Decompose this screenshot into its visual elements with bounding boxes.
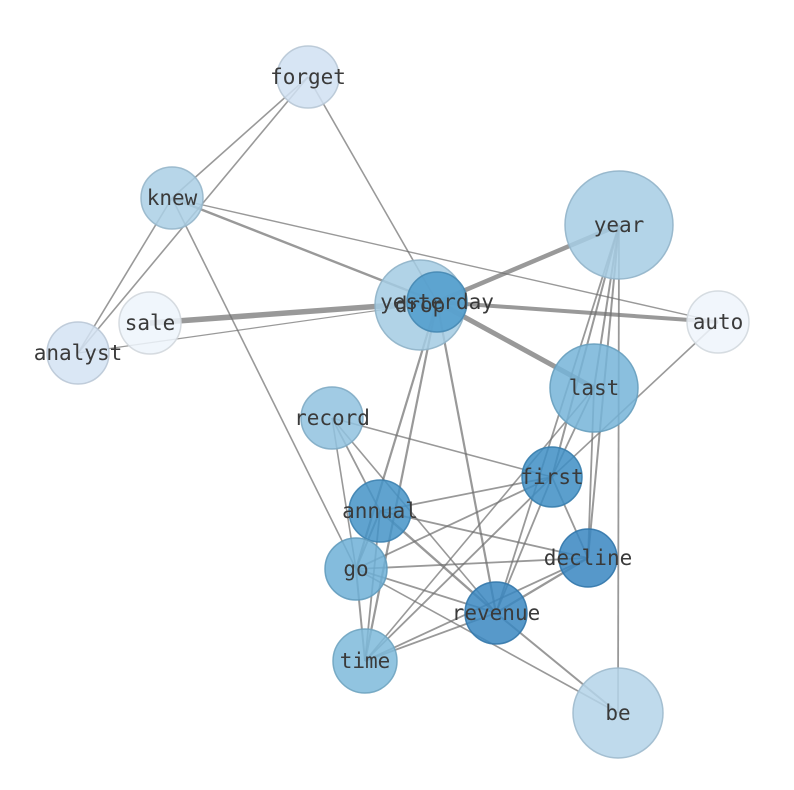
- node-first: [521, 446, 583, 508]
- edge-knew-go: [171, 197, 357, 570]
- node-forget: [276, 45, 340, 109]
- edge-first-go: [355, 476, 553, 570]
- node-sale: [118, 291, 182, 355]
- edge-year-revenue: [495, 224, 620, 614]
- node-annual: [348, 479, 412, 543]
- node-auto: [686, 290, 750, 354]
- node-yesterday: [406, 271, 468, 333]
- edge-yesterday-revenue: [435, 301, 498, 614]
- edge-knew-auto: [171, 197, 719, 323]
- edge-record-revenue: [331, 417, 497, 614]
- node-last: [549, 343, 639, 433]
- edge-decline-go: [355, 557, 589, 570]
- node-time: [332, 628, 398, 694]
- node-knew: [140, 166, 204, 230]
- edge-decline-annual: [379, 510, 589, 559]
- node-go: [324, 537, 388, 601]
- edge-last-time: [364, 387, 595, 662]
- node-analyst: [46, 321, 110, 385]
- node-be: [572, 667, 664, 759]
- edge-first-record: [331, 417, 553, 478]
- node-record: [300, 386, 364, 450]
- edge-year-be: [617, 224, 620, 714]
- edge-yesterday-auto: [436, 300, 719, 324]
- edge-yesterday-time: [363, 301, 439, 662]
- node-year: [564, 170, 674, 280]
- node-revenue: [464, 581, 528, 645]
- node-decline: [558, 528, 618, 588]
